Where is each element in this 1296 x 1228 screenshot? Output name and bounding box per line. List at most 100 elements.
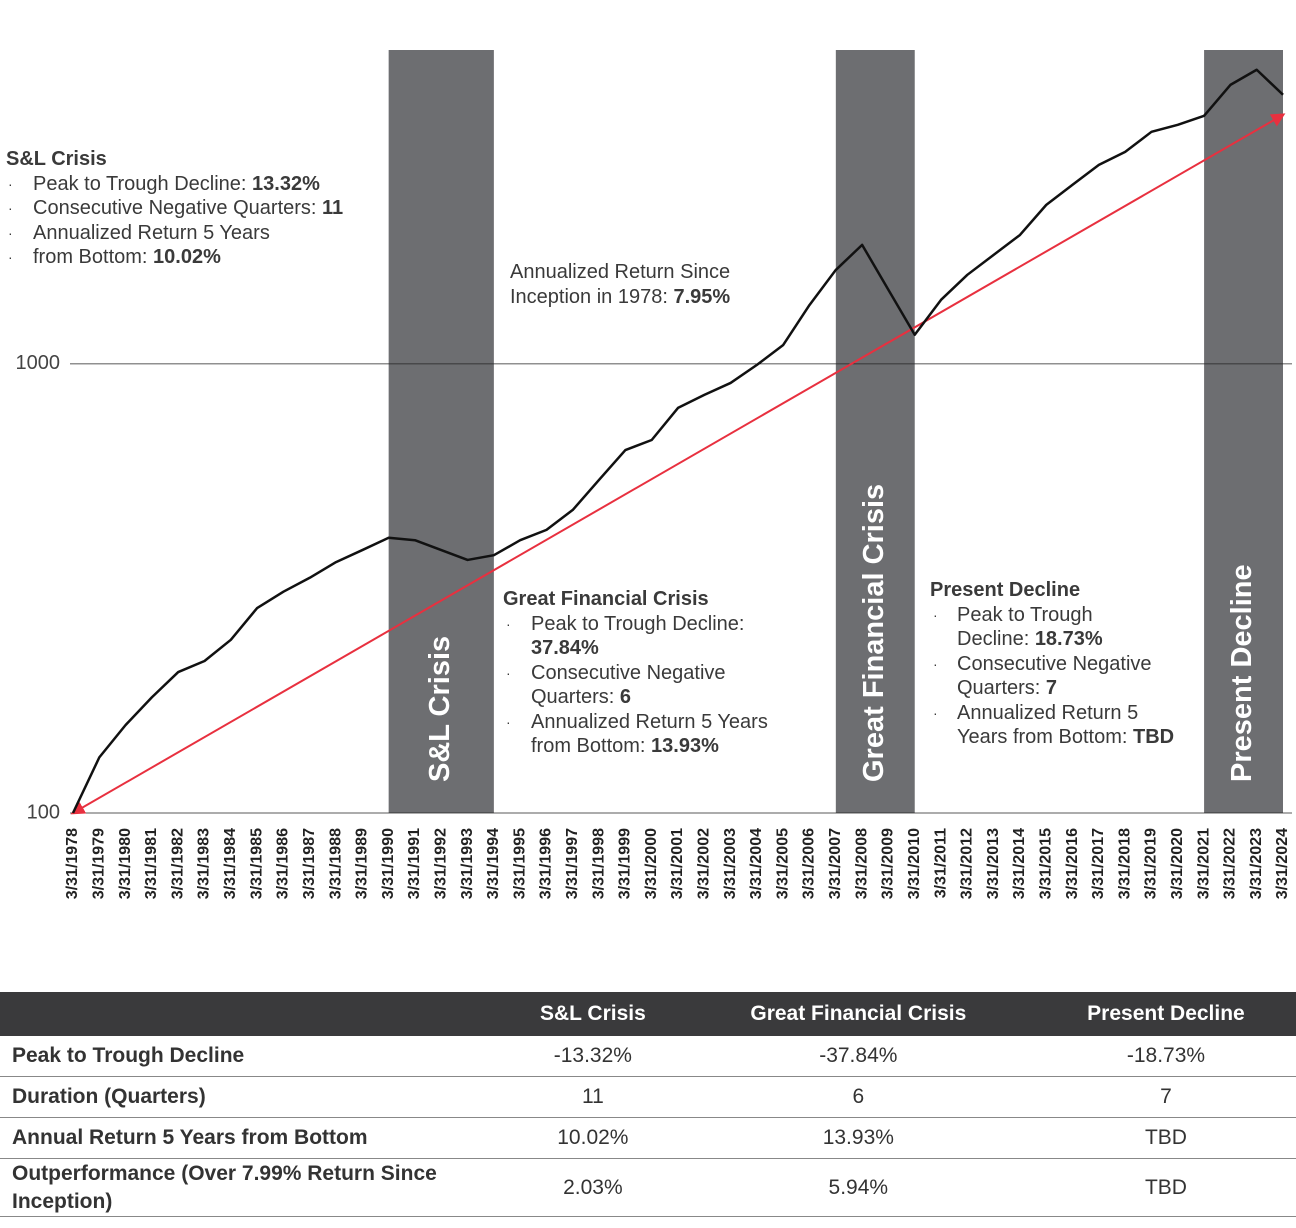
header-cell: Great Financial Crisis xyxy=(680,992,1036,1036)
region-label: S&L Crisis xyxy=(424,636,456,782)
x-tick-label: 3/31/2023 xyxy=(1248,828,1265,899)
table-cell: 5.94% xyxy=(680,1158,1036,1217)
region-label: Great Financial Crisis xyxy=(858,484,890,782)
table-cell: -13.32% xyxy=(505,1036,681,1077)
table-cell: 10.02% xyxy=(505,1117,681,1159)
x-tick-label: 3/31/1985 xyxy=(248,828,265,899)
x-tick-label: 3/31/1993 xyxy=(459,828,476,899)
x-tick-label: 3/31/2015 xyxy=(1037,828,1054,899)
annotation-line: Inception in 1978: 7.95% xyxy=(510,285,730,310)
table-row: Annual Return 5 Years from Bottom 10.02% 1… xyxy=(0,1117,1296,1159)
x-tick-label: 3/31/2017 xyxy=(1090,828,1107,899)
x-tick-label: 3/31/2021 xyxy=(1195,828,1212,899)
row-label: Outperformance (Over 7.99% Return Since … xyxy=(0,1158,505,1217)
x-tick-label: 3/31/1981 xyxy=(143,828,160,899)
trend-line xyxy=(70,113,1286,815)
row-label-text: Peak to Trough Decline xyxy=(12,1044,245,1067)
x-tick-label: 3/31/1983 xyxy=(196,828,213,899)
x-tick-label: 3/31/1990 xyxy=(380,828,397,899)
bullet: · xyxy=(506,713,511,730)
annotation-text: Annualized Return Since xyxy=(510,261,731,283)
x-tick-label: 3/31/2009 xyxy=(880,828,897,899)
bullet: · xyxy=(8,224,13,241)
row-label-text: Duration (Quarters) xyxy=(12,1085,206,1108)
x-tick-label: 3/31/1999 xyxy=(617,828,634,899)
annotation-line: · Consecutive Negative xyxy=(930,652,1174,677)
annotation-value: 18.73% xyxy=(1034,628,1103,650)
x-tick-label: 3/31/2022 xyxy=(1222,828,1239,899)
annotation-line: · from Bottom: 10.02% xyxy=(6,245,343,270)
annotation-text: Quarters: xyxy=(531,686,620,708)
region-label: Present Decline xyxy=(1226,564,1258,782)
y-tick-label: 100 xyxy=(27,801,60,823)
bullet: · xyxy=(933,704,938,721)
annotation-value: 11 xyxy=(322,197,344,219)
annotation-line: Decline: 18.73% xyxy=(930,627,1174,652)
x-tick-label: 3/31/2000 xyxy=(643,828,660,899)
annotation-value: 37.84% xyxy=(531,637,599,659)
x-tick-label: 3/31/2006 xyxy=(801,828,818,899)
table-cell: -37.84% xyxy=(680,1036,1036,1077)
table-cell: 6 xyxy=(680,1076,1036,1118)
table: S&L Crisis Great Financial Crisis Present … xyxy=(0,992,1296,1217)
annotation-text: Quarters: xyxy=(957,677,1046,699)
annotation-value: TBD xyxy=(1133,726,1175,748)
annotation-text: Annualized Return 5 Years xyxy=(531,710,768,733)
x-tick-label: 3/31/2019 xyxy=(1143,828,1160,899)
x-tick-label: 3/31/1996 xyxy=(538,828,555,899)
annotation-title: Great Financial Crisis xyxy=(503,588,709,610)
bullet: · xyxy=(933,606,938,623)
x-tick-label: 3/31/1997 xyxy=(564,828,581,899)
x-tick-label: 3/31/1984 xyxy=(222,828,239,899)
bullet: · xyxy=(8,175,13,192)
bullet: · xyxy=(506,664,511,681)
annotation-line: · Consecutive Negative xyxy=(503,661,768,686)
header-row: S&L Crisis Great Financial Crisis Present … xyxy=(0,992,1296,1036)
x-tick-label: 3/31/1991 xyxy=(406,828,423,899)
annotation-title: Present Decline xyxy=(930,579,1081,601)
table-cell: 7 xyxy=(1035,1076,1296,1118)
annotation-line: 37.84% xyxy=(503,636,768,661)
annotation: Present Decline · Peak to Trough Decline: 1… xyxy=(930,578,1174,750)
annotation-line: from Bottom: 13.93% xyxy=(503,734,768,759)
table-cell: 13.93% xyxy=(680,1117,1036,1159)
header-cell xyxy=(0,992,505,1036)
x-tick-label: 3/31/1982 xyxy=(169,828,186,899)
table-row: Duration (Quarters) 11 6 7 xyxy=(0,1076,1296,1118)
table-cell: -18.73% xyxy=(1035,1036,1296,1077)
bullet: · xyxy=(8,249,13,265)
annotation-line: · Annualized Return 5 Years xyxy=(503,710,768,735)
annotation-value: 10.02% xyxy=(153,246,221,268)
annotation-text: Consecutive Negative Quarters: xyxy=(33,197,323,219)
annotation-line: · Peak to Trough Decline: 13.32% xyxy=(6,172,343,197)
annotation-text: Consecutive Negative xyxy=(531,661,726,684)
annotation-text: Peak to Trough Decline: xyxy=(33,172,253,195)
annotation-line: · Peak to Trough Decline: xyxy=(503,612,768,637)
x-tick-label: 3/31/2011 xyxy=(932,828,949,898)
annotation: Annualized Return Since Inception in 1978… xyxy=(510,260,730,309)
table-cell: 11 xyxy=(505,1076,681,1118)
annotation-title: S&L Crisis xyxy=(6,148,107,170)
annotation-line: Years from Bottom: TBD xyxy=(930,725,1174,750)
x-tick-label: 3/31/2024 xyxy=(1274,828,1291,899)
annotation-line: Quarters: 6 xyxy=(503,685,768,710)
table-row: Peak to Trough Decline -13.32% -37.84% -18.… xyxy=(0,1036,1296,1077)
x-tick-label: 3/31/2016 xyxy=(1064,828,1081,899)
annotation-text: Annualized Return 5 xyxy=(957,701,1139,724)
annotation-value: 7.95% xyxy=(673,285,731,308)
annotation: Great Financial Crisis · Peak to Trough De… xyxy=(503,587,768,759)
bullet: · xyxy=(8,200,13,216)
chart: S&L Crisis Great Financial Crisis Present … xyxy=(16,50,1292,899)
table-cell: TBD xyxy=(1035,1158,1296,1217)
annotation-text: Peak to Trough Decline: xyxy=(531,612,745,635)
bullet: · xyxy=(506,615,511,632)
annotation-value: 6 xyxy=(619,686,632,708)
annotation-text: Inception in 1978: xyxy=(510,285,674,308)
x-tick-label: 3/31/2005 xyxy=(774,828,791,899)
row-label-text: Outperformance (Over 7.99% Return Since … xyxy=(12,1161,437,1213)
x-tick-label: 3/31/1992 xyxy=(432,828,449,899)
header-cell: S&L Crisis xyxy=(505,992,681,1036)
annotation-line: Annualized Return Since xyxy=(510,260,730,285)
annotation-text: Peak to Trough xyxy=(957,603,1093,626)
